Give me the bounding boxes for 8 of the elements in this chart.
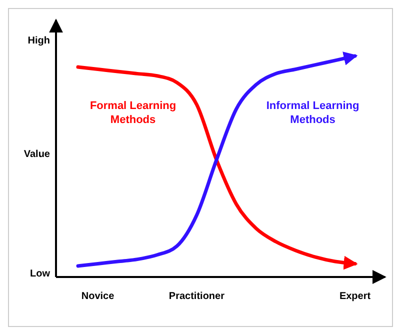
text: Low [30, 268, 50, 280]
y-axis-title: Value [24, 149, 50, 160]
x-tick-label: Novice [81, 291, 115, 302]
x-tick-label: Expert [339, 291, 372, 302]
series-label: Formal Learning Methods [90, 100, 176, 126]
text: High [28, 36, 50, 46]
x-tick-label: Practitioner [168, 291, 225, 302]
series-label: Informal Learning Methods [266, 100, 360, 126]
